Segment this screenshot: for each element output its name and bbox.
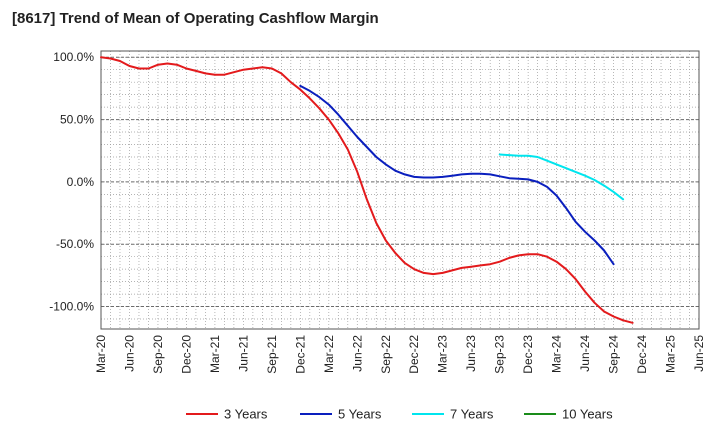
x-tick-label: Dec-23 <box>521 335 535 374</box>
x-tick-label: Jun-20 <box>122 335 136 372</box>
series-line-5-years <box>299 84 615 266</box>
series-line-7-years <box>498 153 625 201</box>
legend-label-3-years: 3 Years <box>224 407 268 422</box>
x-tick-label: Sep-23 <box>493 335 507 374</box>
y-tick-label: 100.0% <box>53 50 94 64</box>
legend-label-10-years: 10 Years <box>562 407 613 422</box>
x-tick-label: Dec-24 <box>635 335 649 374</box>
x-tick-label: Mar-20 <box>94 335 108 373</box>
x-tick-label: Sep-22 <box>379 335 393 374</box>
x-tick-label: Jun-21 <box>236 335 250 372</box>
chart-title: [8617] Trend of Mean of Operating Cashfl… <box>12 10 379 27</box>
x-tick-label: Jun-24 <box>578 335 592 372</box>
x-tick-label: Dec-21 <box>293 335 307 374</box>
x-tick-label: Sep-24 <box>607 335 621 374</box>
x-tick-label: Jun-23 <box>464 335 478 372</box>
y-tick-label: -50.0% <box>56 237 94 251</box>
x-tick-label: Mar-22 <box>322 335 336 373</box>
series-line-3-years <box>100 56 634 324</box>
x-tick-label: Jun-25 <box>692 335 706 372</box>
x-tick-label: Mar-21 <box>208 335 222 373</box>
x-tick-label: Mar-23 <box>436 335 450 373</box>
x-tick-label: Sep-21 <box>265 335 279 374</box>
x-tick-label: Sep-20 <box>151 335 165 374</box>
legend-label-5-years: 5 Years <box>338 407 382 422</box>
x-tick-label: Mar-25 <box>664 335 678 373</box>
y-tick-label: 50.0% <box>60 113 94 127</box>
legend-label-7-years: 7 Years <box>450 407 494 422</box>
plot-border <box>100 50 700 330</box>
x-tick-label: Mar-24 <box>550 335 564 373</box>
y-tick-label: -100.0% <box>49 300 94 314</box>
x-tick-label: Jun-22 <box>350 335 364 372</box>
plot-area <box>101 51 699 329</box>
y-tick-label: 0.0% <box>67 175 95 189</box>
x-tick-label: Dec-22 <box>407 335 421 374</box>
x-tick-label: Dec-20 <box>179 335 193 374</box>
